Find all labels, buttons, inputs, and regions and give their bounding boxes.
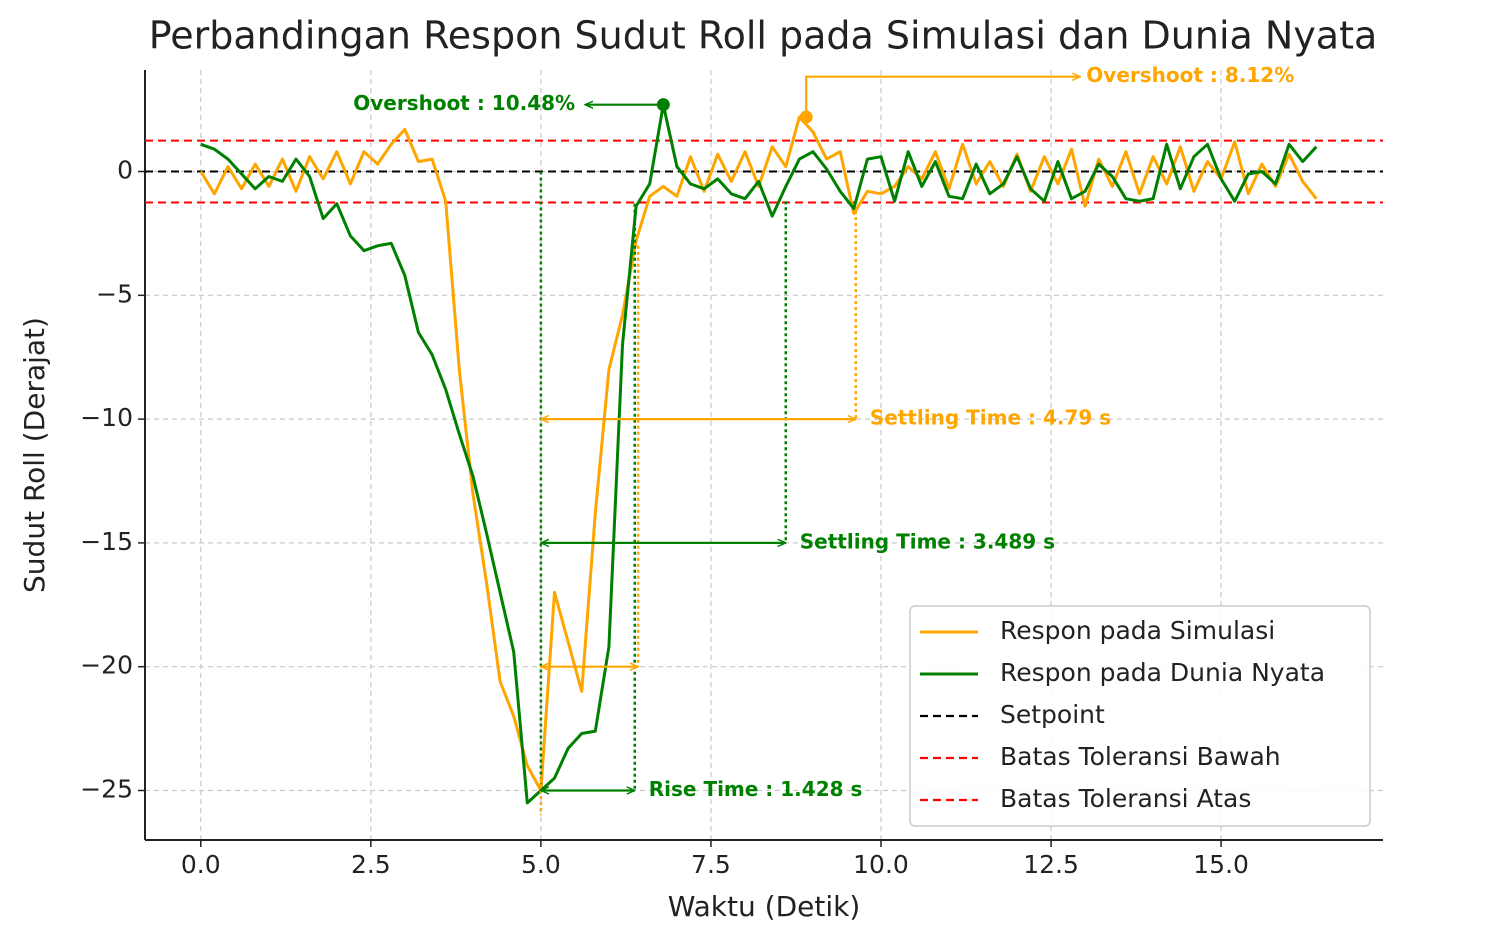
x-tick-label: 5.0 bbox=[521, 850, 561, 879]
y-tick-label: −25 bbox=[80, 774, 133, 803]
x-tick-label: 10.0 bbox=[853, 850, 909, 879]
annotation-label: Overshoot : 8.12% bbox=[1086, 63, 1294, 87]
series-line bbox=[199, 115, 1318, 792]
legend bbox=[909, 605, 1371, 827]
annotation-label: Settling Time : 3.489 s bbox=[800, 529, 1055, 553]
y-tick-label: −5 bbox=[96, 279, 133, 308]
legend-label: Respon pada Simulasi bbox=[1000, 616, 1275, 645]
series-line bbox=[200, 103, 1318, 805]
legend-label: Setpoint bbox=[1000, 700, 1105, 729]
x-tick-label: 15.0 bbox=[1193, 850, 1249, 879]
y-tick-label: −15 bbox=[80, 527, 133, 556]
y-tick-label: −10 bbox=[80, 403, 133, 432]
annotation-arrow bbox=[805, 77, 1080, 117]
x-axis-label: Waktu (Detik) bbox=[668, 890, 861, 923]
legend-label: Batas Toleransi Bawah bbox=[1000, 742, 1281, 771]
overshoot-point bbox=[799, 110, 813, 124]
overshoot-point bbox=[656, 98, 670, 112]
annotation-label: Rise Time : 1.428 s bbox=[649, 777, 863, 801]
y-tick-label: −20 bbox=[80, 651, 133, 680]
x-tick-label: 0.0 bbox=[181, 850, 221, 879]
chart-title: Perbandingan Respon Sudut Roll pada Simu… bbox=[149, 14, 1378, 58]
legend-label: Respon pada Dunia Nyata bbox=[1000, 658, 1325, 687]
x-tick-label: 12.5 bbox=[1023, 850, 1079, 879]
y-tick-label: 0 bbox=[117, 156, 133, 185]
legend-label: Batas Toleransi Atas bbox=[1000, 784, 1251, 813]
y-axis-label: Sudut Roll (Derajat) bbox=[18, 317, 51, 593]
x-tick-label: 7.5 bbox=[691, 850, 731, 879]
annotation-label: Overshoot : 10.48% bbox=[353, 91, 575, 115]
x-tick-label: 2.5 bbox=[351, 850, 391, 879]
annotation-label: Settling Time : 4.79 s bbox=[870, 406, 1111, 430]
